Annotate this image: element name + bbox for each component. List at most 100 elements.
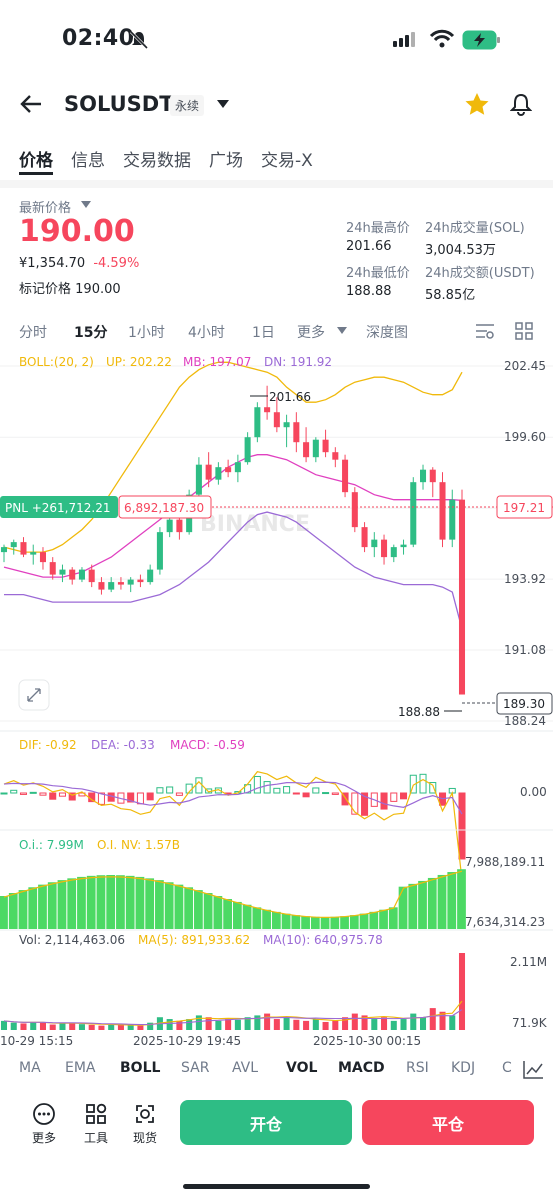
indicator-sar[interactable]: SAR xyxy=(181,1060,210,1076)
more-tool[interactable]: 更多 xyxy=(28,1102,60,1146)
interval-4h[interactable]: 4小时 xyxy=(188,325,225,341)
indicator-macd[interactable]: MACD xyxy=(338,1060,385,1076)
candle-body xyxy=(127,579,134,585)
volume-bar xyxy=(381,1017,388,1030)
candle-body xyxy=(439,482,446,540)
interval-timeline[interactable]: 分时 xyxy=(19,325,47,341)
boll-dn-label: DN: 191.92 xyxy=(264,355,332,369)
chart-line-icon[interactable] xyxy=(522,1060,544,1080)
macd-histogram-bar xyxy=(136,792,144,805)
macd-histogram-bar xyxy=(58,792,66,797)
tab-square[interactable]: 广场 xyxy=(209,151,243,171)
bell-muted-icon xyxy=(129,30,149,50)
caret-down-icon xyxy=(337,327,347,334)
volume-bar xyxy=(69,1022,76,1030)
symbol-title[interactable]: SOLUSDT xyxy=(64,92,174,116)
stat-high: 24h最高价 201.66 xyxy=(346,217,410,254)
kline-chart[interactable]: BINANCE BOLL:(20, 2) UP: 202.22 MB: 197.… xyxy=(0,346,553,1050)
oi-top-tick: 7,988,189.11 xyxy=(465,855,545,869)
battery-charging-icon xyxy=(462,30,500,50)
position-value-tag[interactable] xyxy=(118,495,212,519)
candle-body xyxy=(234,462,241,473)
indicator-ma[interactable]: MA xyxy=(19,1060,41,1076)
interval-1h[interactable]: 1小时 xyxy=(128,325,165,341)
macd-histogram-bar xyxy=(166,786,174,794)
stat-vol-usdt-value: 58.85亿 xyxy=(425,288,476,303)
current-price-tag xyxy=(496,692,553,715)
stat-low: 24h最低价 188.88 xyxy=(346,262,410,299)
tab-trade-data[interactable]: 交易数据 xyxy=(123,151,191,171)
volume-bar xyxy=(30,1021,37,1030)
volume-bar xyxy=(342,1017,349,1030)
volume-bar xyxy=(117,1024,124,1030)
boll-upper-line xyxy=(3,361,463,553)
spot-tool[interactable]: 现货 xyxy=(129,1102,161,1146)
volume-bar xyxy=(293,1019,300,1030)
x-tick: 2025-10-29 19:45 xyxy=(133,1034,241,1048)
volume-bar xyxy=(10,1022,17,1030)
indicator-vol[interactable]: VOL xyxy=(286,1060,318,1076)
pnl-tag[interactable] xyxy=(0,496,118,518)
oi-bar xyxy=(8,893,18,929)
candle-body xyxy=(147,569,154,583)
candle-body xyxy=(176,519,183,533)
last-price-label[interactable]: 最新价格 xyxy=(19,201,72,216)
interval-15m[interactable]: 15分 xyxy=(74,325,108,341)
indicator-settings-icon[interactable] xyxy=(475,322,495,340)
current-price: 189.30 xyxy=(503,697,545,711)
candle-body xyxy=(0,547,8,553)
candle-body xyxy=(69,569,76,580)
macd-histogram-bar xyxy=(39,792,47,796)
indicator-c[interactable]: C xyxy=(502,1060,512,1076)
interval-depth[interactable]: 深度图 xyxy=(366,325,408,341)
indicator-rsi[interactable]: RSI xyxy=(406,1060,429,1076)
volume-bar xyxy=(59,1023,66,1030)
caret-down-icon[interactable] xyxy=(216,99,230,109)
volume-bar xyxy=(351,1013,358,1030)
tab-trade-x[interactable]: 交易-X xyxy=(261,151,313,171)
tab-price[interactable]: 价格 xyxy=(19,151,53,171)
oi-bar xyxy=(359,913,369,929)
grid-layout-icon[interactable] xyxy=(515,322,533,340)
volume-bar xyxy=(332,1020,339,1030)
close-position-button[interactable]: 平仓 xyxy=(362,1100,534,1145)
indicator-ema[interactable]: EMA xyxy=(65,1060,96,1076)
oi-bar xyxy=(0,896,8,929)
candle-body xyxy=(59,569,66,575)
oi-bar xyxy=(96,875,106,929)
star-favorite-icon[interactable] xyxy=(464,92,490,116)
oi-bar xyxy=(340,916,349,929)
tab-info[interactable]: 信息 xyxy=(71,151,105,171)
volume-bar xyxy=(39,1022,46,1030)
change-percent: -4.59% xyxy=(93,256,140,271)
candle-body xyxy=(88,569,95,583)
macd-histogram-bar xyxy=(429,782,437,794)
indicator-kdj[interactable]: KDJ xyxy=(451,1060,476,1076)
bell-icon[interactable] xyxy=(510,92,532,116)
contract-type-badge: 永续 xyxy=(170,95,205,116)
candle-body xyxy=(98,582,105,590)
candle-body xyxy=(361,527,368,548)
open-position-button[interactable]: 开仓 xyxy=(180,1100,352,1145)
candle-body xyxy=(322,439,329,453)
low-marker: 188.88 xyxy=(398,705,440,719)
candle-body xyxy=(283,422,290,428)
tools-tool[interactable]: 工具 xyxy=(80,1102,112,1146)
indicator-boll[interactable]: BOLL xyxy=(120,1060,161,1076)
stat-vol-sol: 24h成交量(SOL) 3,004.53万 xyxy=(425,217,525,258)
oi-bar xyxy=(349,915,359,929)
oi-bar xyxy=(47,882,57,929)
macd-histogram-bar xyxy=(146,792,154,801)
interval-more[interactable]: 更多 xyxy=(297,325,325,341)
candle-body xyxy=(342,459,349,493)
interval-1d[interactable]: 1日 xyxy=(252,325,275,341)
signal-icon xyxy=(393,32,415,47)
indicator-tabs: MA EMA BOLL SAR AVL VOL MACD RSI KDJ C xyxy=(0,1060,553,1082)
indicator-avl[interactable]: AVL xyxy=(232,1060,259,1076)
volume-bar xyxy=(244,1017,251,1030)
macd-histogram-bar xyxy=(341,792,349,806)
volume-bar xyxy=(147,1022,154,1030)
back-arrow-icon[interactable] xyxy=(20,94,42,114)
tools-tool-label: 工具 xyxy=(83,1131,108,1145)
oi-bar xyxy=(125,875,135,929)
